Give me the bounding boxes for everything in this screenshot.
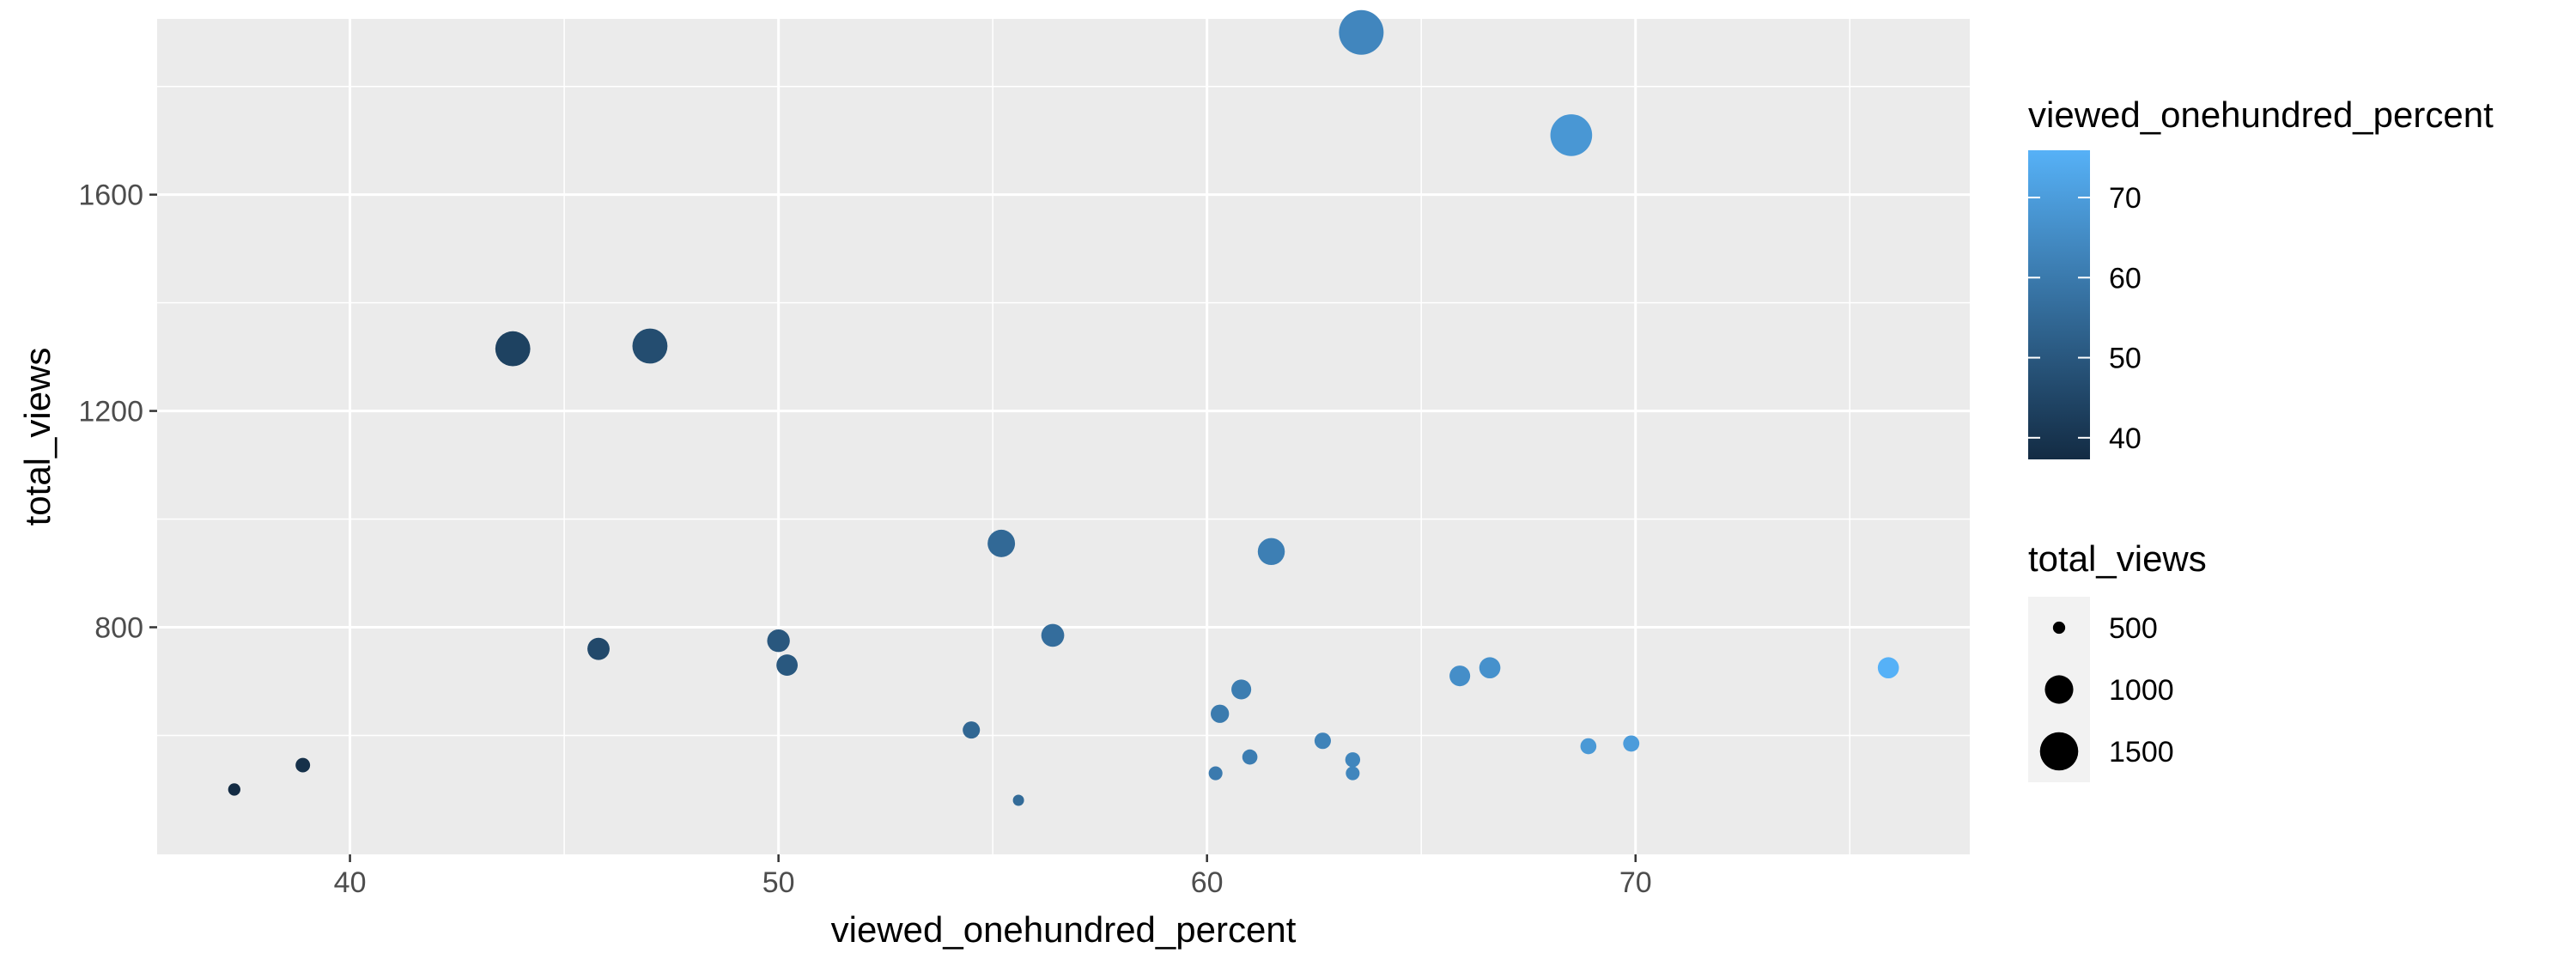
size-legend-keys: 500 1000 1500 — [2028, 597, 2174, 782]
data-point — [963, 721, 981, 739]
data-point — [1041, 623, 1065, 647]
size-legend: total_views 500 1000 1500 — [2028, 538, 2207, 782]
color-legend: viewed_onehundred_percent 40 50 60 70 — [2028, 94, 2494, 459]
data-point — [228, 783, 240, 796]
size-key-circle — [2039, 732, 2079, 771]
size-key-label: 1000 — [2109, 674, 2174, 707]
data-point — [1339, 9, 1384, 55]
data-point — [767, 629, 790, 653]
data-point — [1877, 657, 1899, 679]
y-axis-title: total_views — [17, 348, 58, 526]
data-point — [1623, 735, 1640, 752]
data-point — [1449, 665, 1471, 687]
data-point — [1550, 114, 1593, 156]
data-point — [1242, 749, 1258, 765]
color-legend-title: viewed_onehundred_percent — [2028, 94, 2494, 135]
data-point — [1580, 738, 1597, 755]
data-point — [1479, 657, 1501, 679]
size-key-circle — [2052, 621, 2066, 635]
data-point — [1012, 794, 1024, 806]
data-point — [1210, 704, 1230, 723]
y-tick-label: 800 — [94, 611, 143, 644]
data-point — [295, 757, 311, 773]
data-point — [987, 529, 1016, 557]
colorbar-label: 50 — [2109, 343, 2142, 375]
x-axis-ticks: 40 50 60 70 — [334, 854, 1652, 899]
data-point — [1231, 679, 1252, 700]
plot-panel — [157, 19, 1970, 854]
data-point — [1208, 766, 1223, 781]
x-axis-title: viewed_onehundred_percent — [831, 909, 1297, 950]
data-point — [1314, 732, 1331, 750]
y-tick-label: 1200 — [78, 396, 143, 428]
size-key-label: 500 — [2109, 612, 2158, 645]
x-tick-label: 60 — [1191, 866, 1224, 899]
major-gridlines — [157, 19, 1970, 854]
colorbar-label: 60 — [2109, 262, 2142, 295]
colorbar — [2028, 150, 2090, 459]
data-point — [587, 637, 610, 660]
minor-gridlines — [157, 19, 1970, 854]
colorbar-label: 40 — [2109, 422, 2142, 455]
size-key-circle — [2044, 675, 2074, 704]
data-point — [1257, 538, 1285, 566]
y-axis-ticks: 800 1200 1600 — [78, 179, 157, 644]
y-tick-label: 1600 — [78, 179, 143, 212]
x-tick-label: 70 — [1619, 866, 1652, 899]
x-tick-label: 40 — [334, 866, 367, 899]
data-points — [228, 9, 1899, 806]
data-point — [1346, 766, 1360, 781]
data-point — [632, 328, 668, 364]
x-tick-label: 50 — [762, 866, 795, 899]
data-point — [776, 654, 799, 676]
size-key-label: 1500 — [2109, 736, 2174, 769]
colorbar-ticks: 40 50 60 70 — [2028, 182, 2142, 455]
colorbar-label: 70 — [2109, 182, 2142, 215]
data-point — [1345, 752, 1361, 768]
data-point — [495, 331, 531, 367]
size-legend-title: total_views — [2028, 538, 2207, 579]
